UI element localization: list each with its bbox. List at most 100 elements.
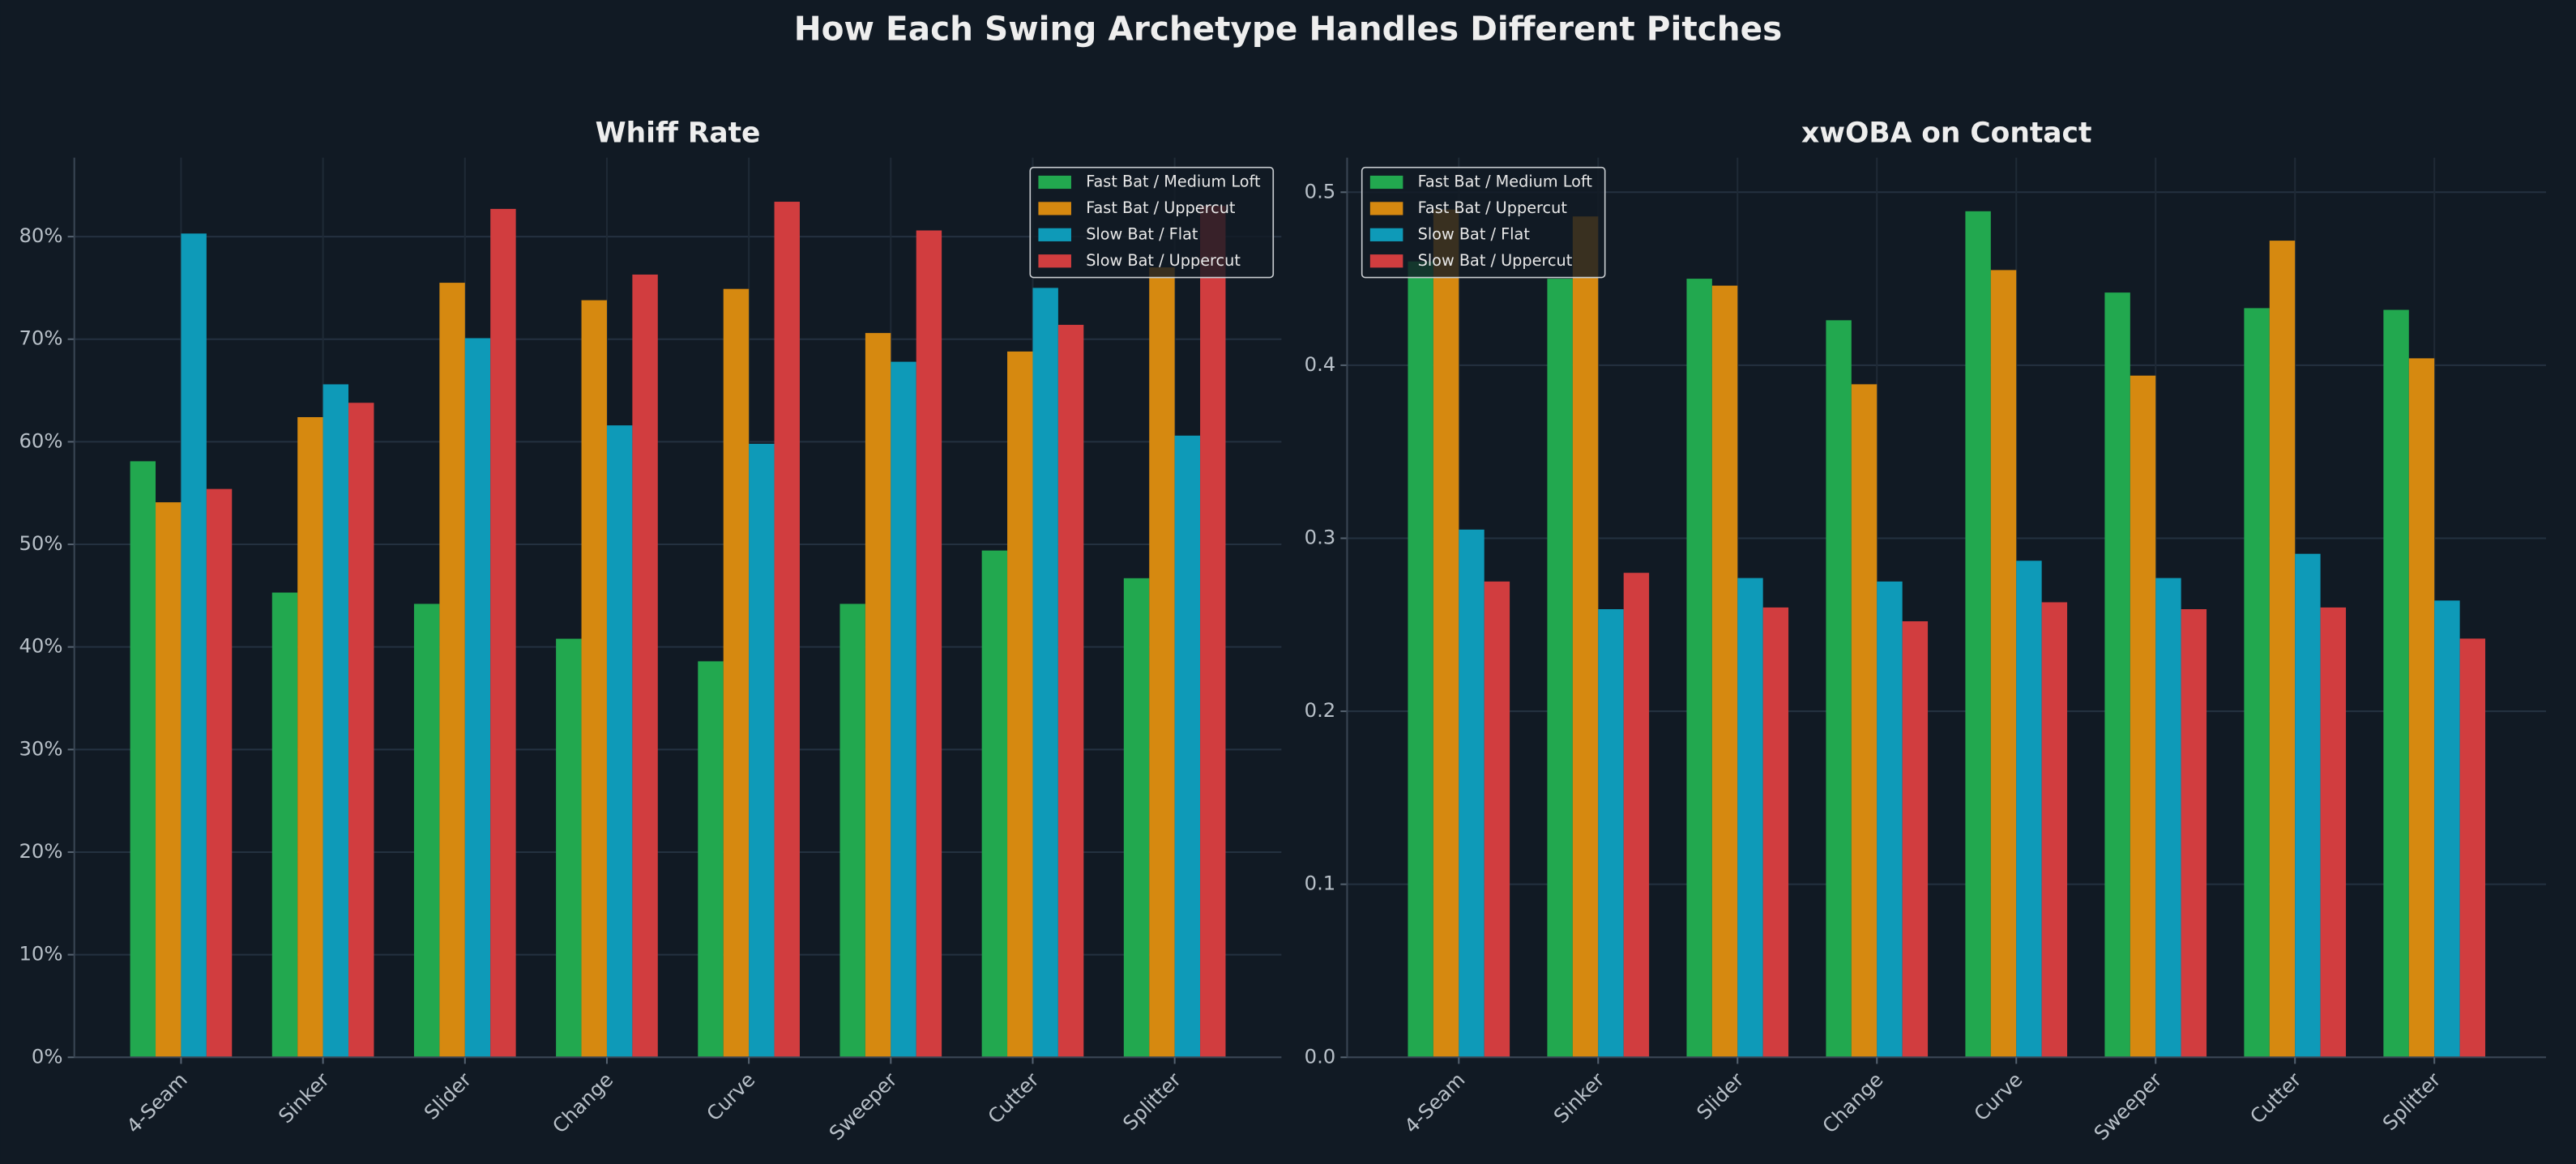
bar [2016, 561, 2042, 1058]
bar [181, 233, 207, 1058]
bar [1572, 216, 1599, 1058]
bar [1737, 578, 1763, 1058]
bar [839, 603, 865, 1058]
bar [2383, 309, 2409, 1058]
y-tick-label: 40% [19, 634, 62, 658]
legend-box [1029, 166, 1275, 279]
bar [606, 425, 633, 1058]
bar [2434, 600, 2460, 1058]
bar [490, 208, 516, 1058]
legend-label: Slow Bat / Uppercut [1418, 251, 1573, 270]
y-tick-label: 80% [19, 224, 62, 247]
legend-label: Fast Bat / Uppercut [1086, 198, 1236, 217]
bar [2244, 308, 2270, 1058]
bar [2041, 602, 2068, 1058]
y-tick-label: 0% [32, 1044, 63, 1068]
y-tick-label: 0.2 [1305, 698, 1336, 722]
bar [2295, 553, 2321, 1058]
y-tick-label: 0.3 [1305, 525, 1336, 548]
legend-swatch [1038, 202, 1071, 215]
bar [2155, 578, 2181, 1058]
y-tick-label: 60% [19, 429, 62, 452]
bar [1484, 581, 1510, 1058]
bar [2130, 375, 2156, 1058]
figure-title: How Each Swing Archetype Handles Differe… [794, 10, 1782, 49]
bar [1826, 320, 1852, 1058]
legend-swatch [1369, 175, 1403, 190]
bar [1711, 285, 1738, 1058]
bar [632, 274, 658, 1058]
legend-swatch [1369, 202, 1403, 215]
bar [464, 338, 491, 1058]
y-tick-label: 50% [19, 531, 62, 555]
bar [916, 230, 942, 1058]
legend-label: Fast Bat / Medium Loft [1086, 172, 1261, 190]
legend-label: Fast Bat / Uppercut [1418, 198, 1568, 217]
bar [1149, 267, 1175, 1058]
bar [556, 638, 582, 1058]
bar [1032, 288, 1058, 1058]
subplot-title: xwOBA on Contact [1801, 117, 2091, 150]
bar [1686, 279, 1712, 1058]
legend-swatch [1038, 175, 1071, 190]
bar [1902, 621, 1929, 1058]
bar [698, 661, 724, 1058]
bar [1057, 325, 1084, 1058]
bar [1007, 351, 1033, 1058]
bar [130, 461, 156, 1058]
bar [348, 403, 374, 1058]
y-tick-label: 10% [19, 942, 62, 966]
bar [1623, 573, 1650, 1058]
bar [1123, 578, 1150, 1058]
bar [774, 202, 800, 1058]
bar [297, 416, 323, 1058]
legend-swatch [1038, 228, 1071, 241]
legend-swatch [1038, 254, 1071, 268]
bar [1877, 581, 1903, 1058]
subplot-title: Whiff Rate [596, 117, 761, 150]
y-tick-label: 0.0 [1305, 1044, 1336, 1068]
bar [1174, 435, 1201, 1058]
y-tick-label: 30% [19, 736, 62, 760]
bar [981, 550, 1008, 1058]
bar [2104, 292, 2130, 1058]
bar [2269, 241, 2296, 1058]
legend-label: Slow Bat / Uppercut [1086, 251, 1241, 270]
bar [1965, 211, 1991, 1058]
legend-swatch [1369, 254, 1403, 268]
bar [1762, 607, 1789, 1058]
bar [413, 603, 440, 1058]
bar [1408, 261, 1433, 1058]
bar [1433, 209, 1459, 1058]
legend: Fast Bat / Medium Loft Fast Bat / Uppercu… [1029, 166, 1275, 279]
bar [865, 333, 891, 1058]
legend: Fast Bat / Medium Loft Fast Bat / Uppercu… [1361, 166, 1606, 279]
y-tick-label: 0.4 [1305, 352, 1336, 376]
bar [1547, 279, 1573, 1058]
legend-label: Slow Bat / Flat [1086, 224, 1198, 243]
bar [1851, 384, 1878, 1058]
bar [1598, 609, 1624, 1058]
y-tick-label: 0.1 [1305, 872, 1336, 895]
bar [723, 288, 750, 1058]
bar [891, 361, 916, 1058]
bar [271, 592, 298, 1058]
bar [439, 283, 465, 1058]
bar [323, 384, 349, 1058]
bar [2459, 638, 2486, 1058]
bar [2408, 358, 2435, 1058]
y-tick-label: 20% [19, 839, 62, 863]
legend-swatch [1369, 228, 1403, 241]
y-tick-label: 0.5 [1305, 179, 1336, 203]
bar [156, 502, 182, 1058]
bar [1990, 270, 2017, 1058]
bar [749, 443, 775, 1058]
bar [2320, 607, 2347, 1058]
y-tick-label: 70% [19, 326, 62, 350]
bar [206, 488, 233, 1058]
legend-box [1361, 166, 1606, 279]
bar [581, 300, 607, 1058]
legend-label: Slow Bat / Flat [1418, 224, 1531, 243]
